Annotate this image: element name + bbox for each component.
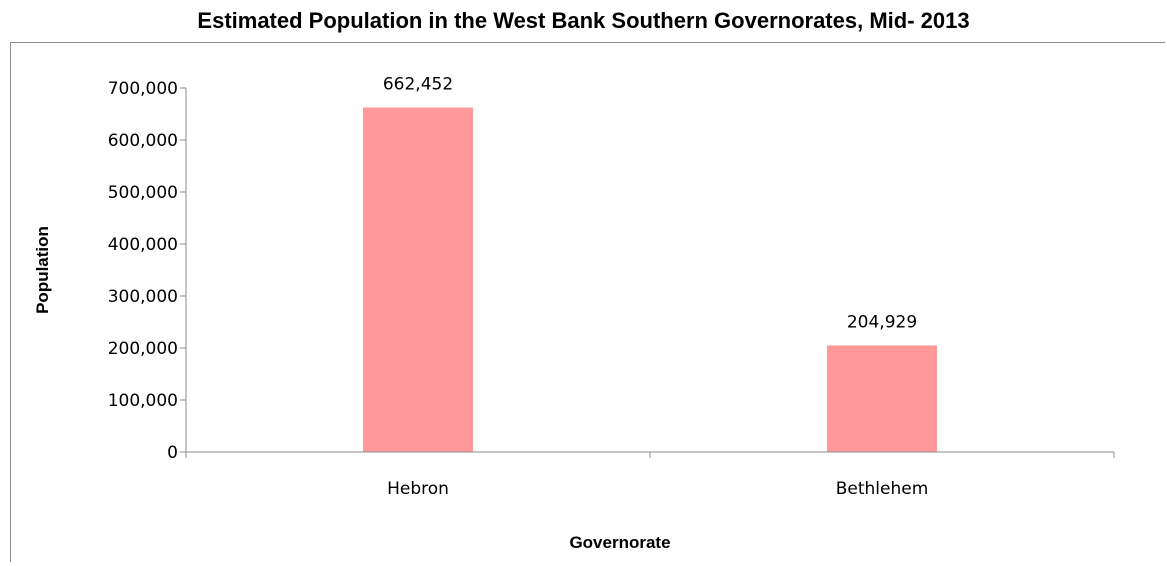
x-tick-label: Bethlehem bbox=[836, 479, 929, 499]
y-tick-label: 0 bbox=[167, 443, 178, 463]
x-axis-ticks: Hebron Bethlehem bbox=[185, 452, 1115, 499]
chart-frame bbox=[10, 42, 1165, 562]
data-label: 204,929 bbox=[847, 312, 917, 332]
bar-series: 662,452 204,929 bbox=[363, 75, 937, 452]
y-axis-title: Population bbox=[33, 226, 52, 314]
bar-hebron bbox=[363, 107, 473, 452]
bar-bethlehem bbox=[827, 345, 937, 452]
y-tick-label: 600,000 bbox=[108, 131, 178, 151]
x-axis-title: Governorate bbox=[569, 533, 670, 552]
y-tick-label: 300,000 bbox=[108, 287, 178, 307]
y-tick-label: 400,000 bbox=[108, 235, 178, 255]
y-tick-label: 200,000 bbox=[108, 339, 178, 359]
x-tick-label: Hebron bbox=[387, 479, 449, 499]
chart-title: Estimated Population in the West Bank So… bbox=[197, 8, 970, 33]
y-tick-label: 100,000 bbox=[108, 391, 178, 411]
y-tick-label: 700,000 bbox=[108, 79, 178, 99]
data-label: 662,452 bbox=[383, 75, 453, 95]
y-tick-label: 500,000 bbox=[108, 183, 178, 203]
y-axis-ticks: 0 100,000 200,000 300,000 400,000 500,000 600,… bbox=[108, 79, 186, 463]
